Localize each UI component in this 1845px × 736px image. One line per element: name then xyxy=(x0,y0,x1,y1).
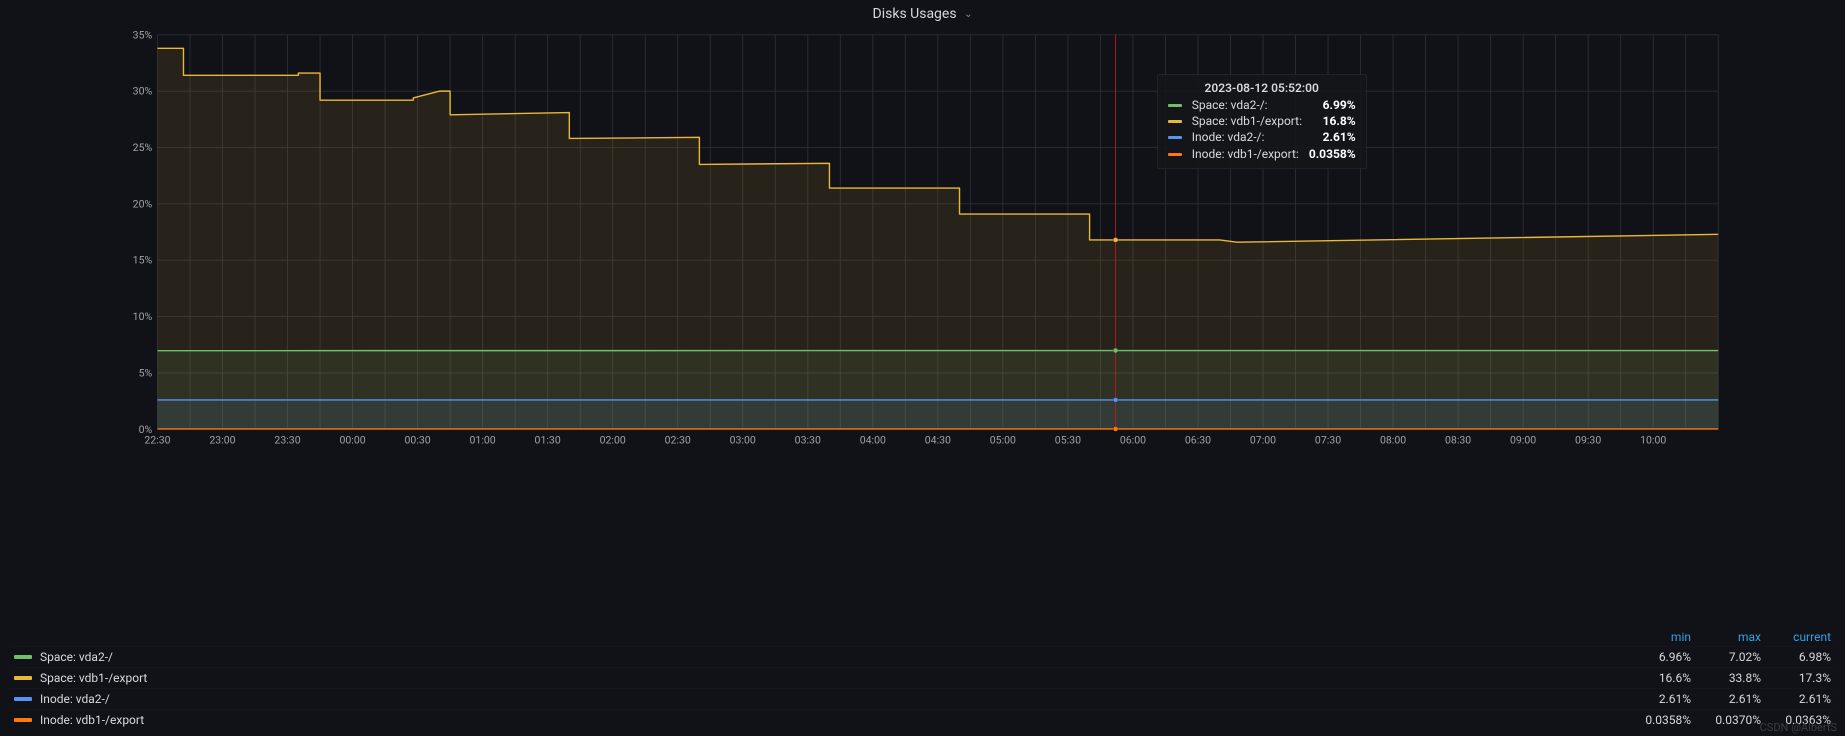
legend-swatch xyxy=(14,655,32,659)
svg-text:02:30: 02:30 xyxy=(665,433,691,446)
legend-min: 6.96% xyxy=(1621,650,1691,664)
legend-row[interactable]: Inode: vdb1-/export0.0358%0.0370%0.0363% xyxy=(10,709,1835,730)
legend-header: min max current xyxy=(10,628,1835,646)
legend-row[interactable]: Inode: vda2-/2.61%2.61%2.61% xyxy=(10,688,1835,709)
legend-col-current[interactable]: current xyxy=(1761,630,1831,644)
svg-text:01:00: 01:00 xyxy=(470,433,496,446)
svg-text:09:30: 09:30 xyxy=(1575,433,1601,446)
panel-title-text: Disks Usages xyxy=(873,6,957,22)
legend-current: 2.61% xyxy=(1761,692,1831,706)
legend-current: 0.0363% xyxy=(1761,713,1831,727)
svg-text:10:00: 10:00 xyxy=(1640,433,1666,446)
legend-min: 16.6% xyxy=(1621,671,1691,685)
legend-min: 2.61% xyxy=(1621,692,1691,706)
svg-text:08:00: 08:00 xyxy=(1380,433,1406,446)
svg-text:07:00: 07:00 xyxy=(1250,433,1276,446)
legend-col-max[interactable]: max xyxy=(1691,630,1761,644)
svg-text:04:30: 04:30 xyxy=(925,433,951,446)
legend: min max current Space: vda2-/6.96%7.02%6… xyxy=(0,624,1845,736)
legend-current: 17.3% xyxy=(1761,671,1831,685)
panel: Disks Usages ⌄ 0%5%10%15%20%25%30%35%22:… xyxy=(0,0,1845,736)
chevron-down-icon: ⌄ xyxy=(964,9,972,20)
svg-text:22:30: 22:30 xyxy=(144,433,170,446)
legend-label: Space: vda2-/ xyxy=(40,650,1621,664)
svg-text:35%: 35% xyxy=(133,28,153,41)
svg-text:03:00: 03:00 xyxy=(730,433,756,446)
legend-current: 6.98% xyxy=(1761,650,1831,664)
chart[interactable]: 0%5%10%15%20%25%30%35%22:3023:0023:3000:… xyxy=(8,26,1837,624)
svg-text:00:30: 00:30 xyxy=(404,433,430,446)
svg-text:01:30: 01:30 xyxy=(535,433,561,446)
svg-text:05:00: 05:00 xyxy=(990,433,1016,446)
legend-col-min[interactable]: min xyxy=(1621,630,1691,644)
legend-max: 33.8% xyxy=(1691,671,1761,685)
legend-label: Inode: vda2-/ xyxy=(40,692,1621,706)
svg-text:08:30: 08:30 xyxy=(1445,433,1471,446)
svg-text:06:30: 06:30 xyxy=(1185,433,1211,446)
svg-text:07:30: 07:30 xyxy=(1315,433,1341,446)
legend-min: 0.0358% xyxy=(1621,713,1691,727)
svg-text:02:00: 02:00 xyxy=(600,433,626,446)
svg-text:23:30: 23:30 xyxy=(274,433,300,446)
legend-label: Inode: vdb1-/export xyxy=(40,713,1621,727)
svg-text:04:00: 04:00 xyxy=(860,433,886,446)
legend-swatch xyxy=(14,676,32,680)
legend-swatch xyxy=(14,718,32,722)
svg-text:05:30: 05:30 xyxy=(1055,433,1081,446)
svg-text:00:00: 00:00 xyxy=(339,433,365,446)
legend-swatch xyxy=(14,697,32,701)
legend-max: 0.0370% xyxy=(1691,713,1761,727)
legend-label: Space: vdb1-/export xyxy=(40,671,1621,685)
svg-text:15%: 15% xyxy=(133,254,153,267)
svg-text:10%: 10% xyxy=(133,310,153,323)
svg-text:23:00: 23:00 xyxy=(209,433,235,446)
svg-text:03:30: 03:30 xyxy=(795,433,821,446)
legend-max: 2.61% xyxy=(1691,692,1761,706)
svg-text:5%: 5% xyxy=(139,366,153,379)
legend-row[interactable]: Space: vdb1-/export16.6%33.8%17.3% xyxy=(10,667,1835,688)
legend-row[interactable]: Space: vda2-/6.96%7.02%6.98% xyxy=(10,646,1835,667)
svg-text:09:00: 09:00 xyxy=(1510,433,1536,446)
svg-text:25%: 25% xyxy=(133,141,153,154)
legend-max: 7.02% xyxy=(1691,650,1761,664)
panel-title[interactable]: Disks Usages ⌄ xyxy=(0,0,1845,26)
svg-text:06:00: 06:00 xyxy=(1120,433,1146,446)
svg-text:30%: 30% xyxy=(133,85,153,98)
svg-text:20%: 20% xyxy=(133,197,153,210)
chart-svg: 0%5%10%15%20%25%30%35%22:3023:0023:3000:… xyxy=(8,26,1837,624)
